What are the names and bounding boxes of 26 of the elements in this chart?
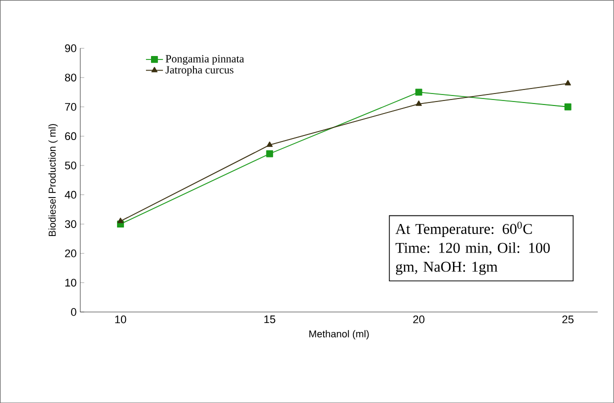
point: [266, 141, 273, 147]
point: [266, 150, 274, 158]
legend-label: Pongamia pinnata: [166, 54, 244, 65]
y-tick-label: 0: [71, 308, 76, 316]
y-tick-label: 40: [64, 190, 76, 199]
point: [564, 80, 571, 86]
point: [415, 88, 422, 96]
x-tick-label: 15: [264, 315, 276, 324]
point: [416, 100, 422, 106]
y-tick-label: 10: [65, 278, 76, 286]
annotation: At Temperature: 60$^{0}$C Time: 120 min, Oil: 100 gm, NaOH: 1gm: [395, 222, 550, 275]
x-tick-label: 25: [562, 315, 574, 324]
x-axis-title: Methanol (ml): [309, 330, 369, 340]
y-tick-label: 20: [65, 249, 76, 258]
x-tick-label: 10: [115, 315, 126, 324]
y-tick-label: 60: [65, 132, 76, 140]
y-axis-title: Biodiesel Production ( ml): [48, 124, 58, 236]
legend-label: Jatropha curcus: [166, 66, 234, 76]
y-tick-label: 50: [64, 162, 76, 170]
y-tick-label: 90: [65, 44, 76, 52]
x-tick-label: 20: [413, 315, 424, 324]
point: [117, 218, 124, 224]
point: [564, 103, 572, 110]
y-tick-label: 70: [65, 102, 76, 111]
y-tick-label: 30: [64, 220, 76, 228]
y-tick-label: 80: [65, 74, 76, 82]
